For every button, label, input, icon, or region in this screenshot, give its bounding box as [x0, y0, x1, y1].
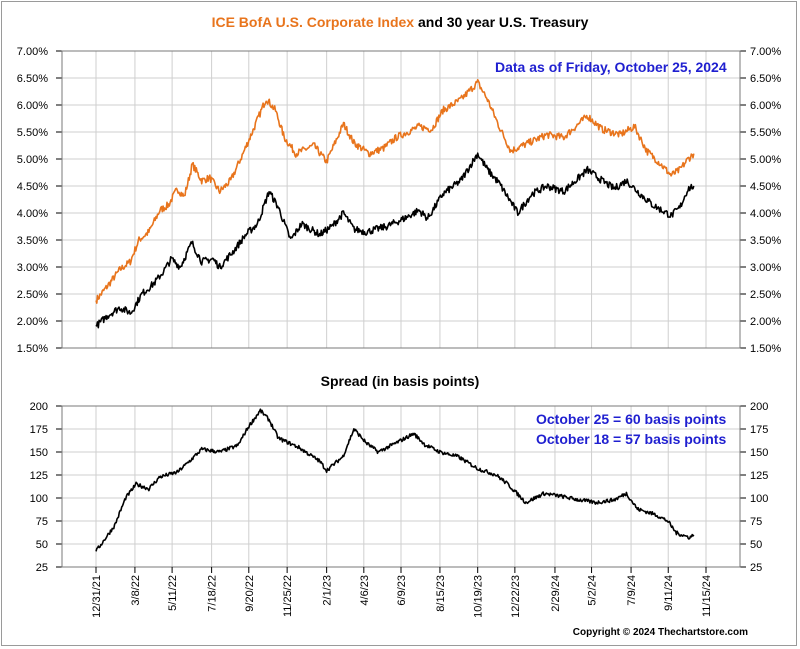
- spread-ytick-left: 125: [30, 470, 48, 482]
- xtick-label: 4/6/23: [359, 575, 371, 606]
- yields-ytick-left: 2.00%: [17, 316, 48, 328]
- yields-ytick-left: 6.50%: [17, 73, 48, 85]
- yields-ytick-left: 3.00%: [17, 262, 48, 274]
- yields-ytick-right: 2.50%: [750, 289, 781, 301]
- data-date-note: Data as of Friday, October 25, 2024: [495, 59, 727, 75]
- spread-ytick-left: 150: [30, 447, 48, 459]
- yields-plot-border: [61, 50, 741, 349]
- xtick-label: 12/22/23: [510, 575, 522, 618]
- yields-ytick-left: 3.50%: [17, 235, 48, 247]
- chart-title: ICE BofA U.S. Corporate Index and 30 yea…: [0, 14, 800, 30]
- spread-note-previous: October 18 = 57 basis points: [536, 431, 727, 447]
- yields-ytick-right: 3.00%: [750, 262, 781, 274]
- yields-ytick-right: 3.50%: [750, 235, 781, 247]
- spread-ytick-right: 175: [750, 424, 768, 436]
- spread-title: Spread (in basis points): [320, 373, 480, 389]
- yields-ytick-left: 7.00%: [17, 46, 48, 58]
- yields-ytick-left: 5.50%: [17, 127, 48, 139]
- xtick-label: 11/15/24: [701, 575, 713, 617]
- xtick-label: 6/9/23: [396, 575, 408, 606]
- spread-ytick-right: 150: [750, 447, 768, 459]
- spread-ytick-left: 200: [30, 401, 48, 413]
- spread-ytick-right: 75: [750, 516, 762, 528]
- spread-ytick-right: 50: [750, 539, 762, 551]
- spread-ytick-left: 25: [36, 562, 48, 574]
- yields-ytick-right: 5.50%: [750, 127, 781, 139]
- yields-ytick-right: 6.00%: [750, 100, 781, 112]
- spread-series-line-0: [95, 408, 695, 552]
- xtick-label: 12/31/21: [91, 575, 103, 618]
- xtick-label: 11/25/22: [282, 575, 294, 617]
- yields-ytick-left: 5.00%: [17, 154, 48, 166]
- yields-ytick-right: 6.50%: [750, 73, 781, 85]
- spread-ytick-left: 175: [30, 424, 48, 436]
- xtick-label: 8/15/23: [435, 575, 447, 612]
- xtick-label: 7/9/24: [626, 575, 638, 606]
- yields-ytick-right: 4.50%: [750, 181, 781, 193]
- spread-ytick-right: 125: [750, 470, 768, 482]
- spread-ytick-right: 200: [750, 401, 768, 413]
- copyright: Copyright © 2024 Thechartstore.com: [572, 627, 748, 638]
- xtick-label: 9/20/22: [244, 575, 256, 612]
- yields-ytick-right: 1.50%: [750, 343, 781, 355]
- spread-ytick-left: 100: [30, 493, 48, 505]
- xtick-label: 2/29/24: [550, 575, 562, 612]
- xtick-label: 5/2/24: [587, 575, 599, 606]
- yields-ytick-left: 1.50%: [17, 343, 48, 355]
- title-treasury: and 30 year U.S. Treasury: [417, 14, 589, 30]
- xtick-label: 5/11/22: [167, 575, 179, 611]
- xtick-label: 2/1/23: [322, 575, 334, 606]
- xtick-label: 10/19/23: [473, 575, 485, 618]
- yields-ytick-left: 2.50%: [17, 289, 48, 301]
- xtick-label: 7/18/22: [207, 575, 219, 612]
- spread-ytick-right: 100: [750, 493, 768, 505]
- yields-series-line-1: [95, 152, 695, 329]
- xtick-label: 9/11/24: [663, 575, 675, 611]
- yields-ytick-left: 4.00%: [17, 208, 48, 220]
- spread-ytick-left: 50: [36, 539, 48, 551]
- spread-note-current: October 25 = 60 basis points: [536, 411, 727, 427]
- spread-ytick-right: 25: [750, 562, 762, 574]
- yields-ytick-left: 6.00%: [17, 100, 48, 112]
- yields-ytick-left: 4.50%: [17, 181, 48, 193]
- title-corporate-index: ICE BofA U.S. Corporate Index: [211, 14, 415, 30]
- yields-ytick-right: 7.00%: [750, 46, 781, 58]
- yields-ytick-right: 4.00%: [750, 208, 781, 220]
- spread-ytick-left: 75: [36, 516, 48, 528]
- yields-ytick-right: 5.00%: [750, 154, 781, 166]
- yields-series-line-0: [95, 79, 695, 304]
- yields-ytick-right: 2.00%: [750, 316, 781, 328]
- xtick-label: 3/8/22: [130, 575, 142, 606]
